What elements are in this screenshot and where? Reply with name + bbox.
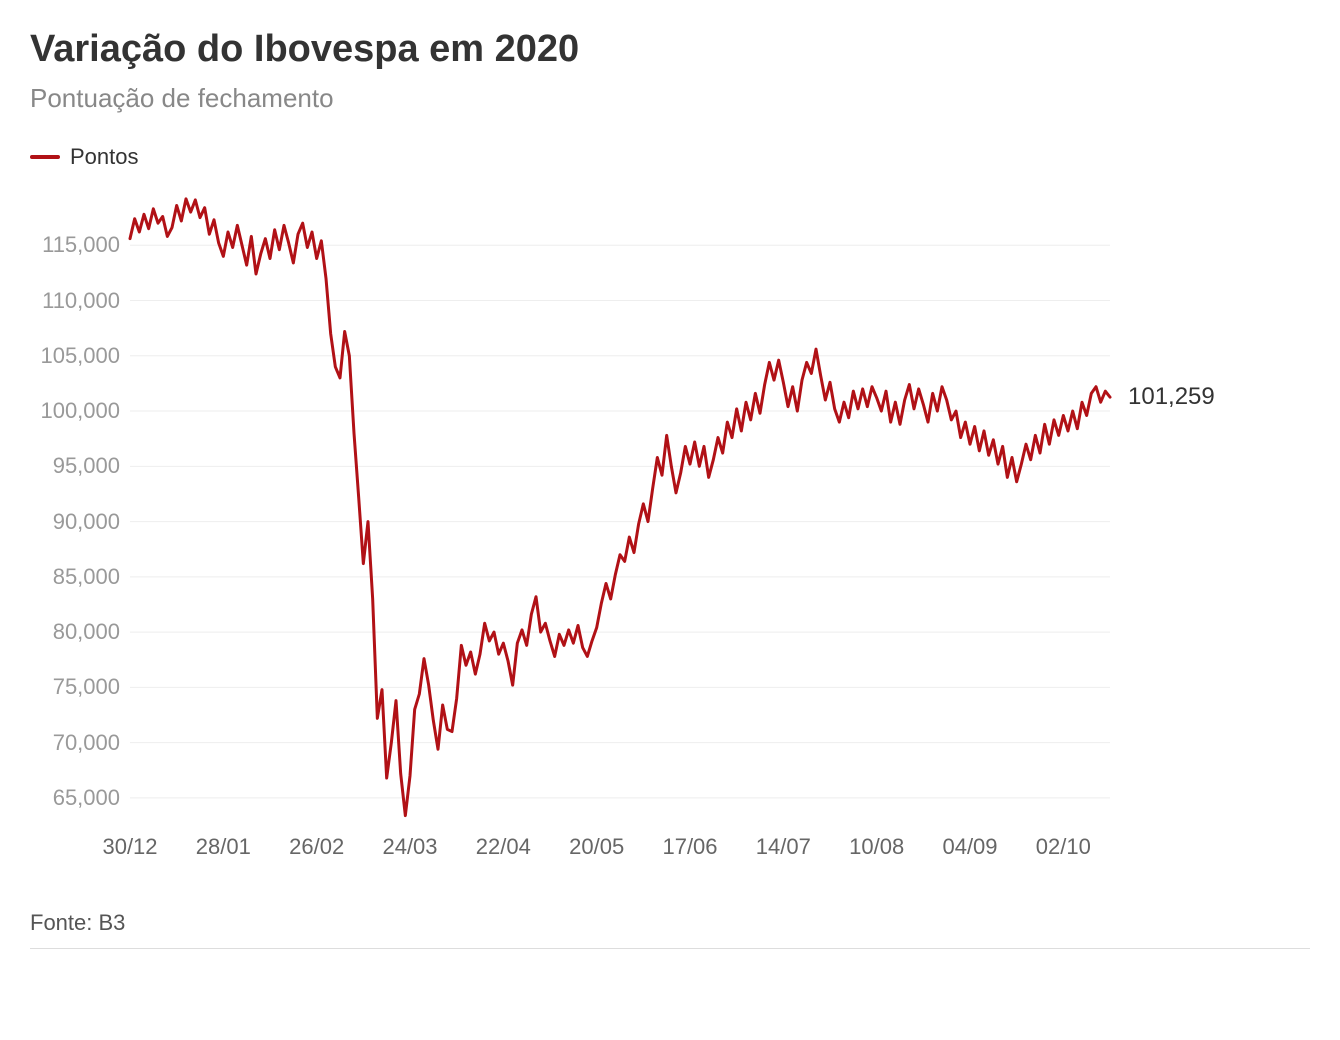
end-value-label: 101,259 [1128, 383, 1215, 411]
legend-label: Pontos [70, 144, 139, 170]
plot-area: 65,00070,00075,00080,00085,00090,00095,0… [130, 190, 1110, 820]
x-tick-label: 10/08 [849, 820, 904, 860]
y-tick-label: 105,000 [40, 343, 130, 369]
line-chart-svg [130, 190, 1110, 820]
x-tick-label: 28/01 [196, 820, 251, 860]
y-tick-label: 110,000 [42, 288, 130, 314]
y-tick-label: 90,000 [53, 509, 130, 535]
legend: Pontos [30, 144, 1310, 170]
x-tick-label: 02/10 [1036, 820, 1091, 860]
x-tick-label: 24/03 [382, 820, 437, 860]
x-tick-label: 26/02 [289, 820, 344, 860]
x-tick-label: 20/05 [569, 820, 624, 860]
y-tick-label: 70,000 [53, 730, 130, 756]
y-tick-label: 80,000 [53, 619, 130, 645]
x-tick-label: 22/04 [476, 820, 531, 860]
series-line [130, 199, 1110, 816]
x-tick-label: 14/07 [756, 820, 811, 860]
y-tick-label: 100,000 [40, 398, 130, 424]
chart-source: Fonte: B3 [30, 910, 1310, 936]
x-tick-label: 04/09 [942, 820, 997, 860]
x-tick-label: 30/12 [102, 820, 157, 860]
y-tick-label: 85,000 [53, 564, 130, 590]
y-tick-label: 95,000 [53, 453, 130, 479]
legend-swatch [30, 155, 60, 159]
chart-title: Variação do Ibovespa em 2020 [30, 28, 1310, 71]
y-tick-label: 115,000 [42, 232, 130, 258]
chart-container: Variação do Ibovespa em 2020 Pontuação d… [0, 0, 1340, 1040]
footer-divider [30, 948, 1310, 949]
y-tick-label: 65,000 [53, 785, 130, 811]
chart-subtitle: Pontuação de fechamento [30, 83, 1310, 114]
y-tick-label: 75,000 [53, 674, 130, 700]
x-tick-label: 17/06 [662, 820, 717, 860]
